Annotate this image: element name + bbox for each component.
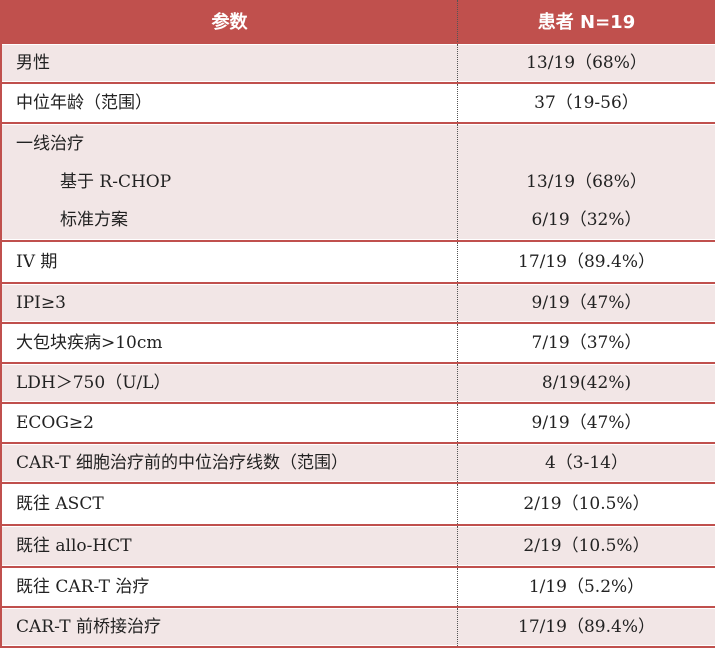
row-value: 2/19（10.5%）	[523, 494, 650, 514]
row-label: 既往 CAR-T 治疗	[16, 577, 150, 597]
table-row: CAR-T 细胞治疗前的中位治疗线数（范围） 4（3-14）	[2, 442, 715, 482]
row-value: 37（19-56）	[534, 93, 639, 113]
row-label: 一线治疗	[16, 134, 84, 154]
header-patients: 患者 N=19	[537, 12, 636, 33]
row-label: 男性	[16, 53, 50, 73]
table-row: CAR-T 前桥接治疗 17/19（89.4%）	[2, 606, 715, 646]
row-value: 17/19（89.4%）	[518, 252, 655, 272]
table-row: IPI≥3 9/19（47%）	[2, 282, 715, 322]
table-row: 既往 ASCT 2/19（10.5%）	[2, 482, 715, 524]
row-label: ECOG≥2	[16, 413, 94, 433]
table-row: ECOG≥2 9/19（47%）	[2, 402, 715, 442]
table-row: 既往 CAR-T 治疗 1/19（5.2%）	[2, 566, 715, 606]
table-row: LDH＞750（U/L） 8/19(42%)	[2, 362, 715, 402]
row-label: LDH＞750（U/L）	[16, 373, 171, 393]
row-label: 既往 ASCT	[16, 494, 104, 514]
row-label: IPI≥3	[16, 293, 66, 313]
row-value: 7/19（37%）	[531, 333, 642, 353]
row-label: CAR-T 前桥接治疗	[16, 617, 161, 637]
table-row: 一线治疗 基于 R-CHOP 标准方案 13/19（68%） 6/19（32%）	[2, 122, 715, 240]
table-row: 中位年龄（范围） 37（19-56）	[2, 82, 715, 122]
row-value: 8/19(42%)	[541, 373, 632, 393]
table-row: 大包块疾病>10cm 7/19（37%）	[2, 322, 715, 362]
table-header: 参数 患者 N=19	[2, 0, 715, 42]
header-param: 参数	[2, 0, 458, 42]
row-value: 9/19（47%）	[531, 413, 642, 433]
sub-row-value: 6/19（32%）	[531, 210, 642, 230]
sub-row-label: 基于 R-CHOP	[60, 172, 172, 192]
row-label: 大包块疾病>10cm	[16, 333, 163, 353]
sub-row-label: 标准方案	[60, 210, 128, 230]
row-label: CAR-T 细胞治疗前的中位治疗线数（范围）	[16, 453, 348, 473]
row-value: 17/19（89.4%）	[518, 617, 655, 637]
table-row: IV 期 17/19（89.4%）	[2, 240, 715, 282]
table-row: 既往 allo-HCT 2/19（10.5%）	[2, 524, 715, 566]
row-label: 中位年龄（范围）	[16, 93, 152, 113]
row-value: 2/19（10.5%）	[523, 536, 650, 556]
row-label: 既往 allo-HCT	[16, 536, 132, 556]
row-value: 9/19（47%）	[531, 293, 642, 313]
row-value	[584, 125, 589, 163]
row-label: IV 期	[16, 252, 58, 272]
sub-row-value: 13/19（68%）	[526, 172, 647, 192]
row-value: 1/19（5.2%）	[528, 577, 645, 597]
row-value: 4（3-14）	[544, 453, 628, 473]
table-row: 男性 13/19（68%）	[2, 42, 715, 82]
row-value: 13/19（68%）	[526, 53, 647, 73]
